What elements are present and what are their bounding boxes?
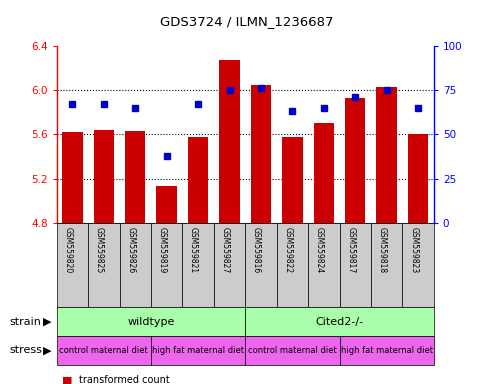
Bar xyxy=(57,307,245,336)
Bar xyxy=(408,134,428,223)
Bar xyxy=(251,85,271,223)
Text: high fat maternal diet: high fat maternal diet xyxy=(152,346,244,355)
Bar xyxy=(340,336,434,365)
Text: GSM559816: GSM559816 xyxy=(252,227,261,273)
Bar xyxy=(219,60,240,223)
Text: Cited2-/-: Cited2-/- xyxy=(316,316,364,327)
Bar xyxy=(277,223,308,307)
Bar xyxy=(371,223,402,307)
Bar xyxy=(245,223,277,307)
Bar xyxy=(188,137,209,223)
Bar xyxy=(57,336,151,365)
Text: ■: ■ xyxy=(62,375,72,384)
Bar xyxy=(119,223,151,307)
Text: GSM559817: GSM559817 xyxy=(346,227,355,273)
Text: high fat maternal diet: high fat maternal diet xyxy=(341,346,433,355)
Text: control maternal diet: control maternal diet xyxy=(248,346,337,355)
Bar xyxy=(308,223,340,307)
Text: GSM559822: GSM559822 xyxy=(283,227,292,273)
Bar xyxy=(151,336,245,365)
Text: GSM559825: GSM559825 xyxy=(95,227,104,273)
Bar xyxy=(57,223,88,307)
Bar xyxy=(314,123,334,223)
Bar xyxy=(151,223,182,307)
Bar xyxy=(345,98,365,223)
Text: strain: strain xyxy=(10,316,42,327)
Text: GSM559824: GSM559824 xyxy=(315,227,324,273)
Bar xyxy=(245,336,340,365)
Text: GSM559820: GSM559820 xyxy=(64,227,72,273)
Text: stress: stress xyxy=(10,345,43,356)
Bar xyxy=(156,186,177,223)
Text: ▶: ▶ xyxy=(43,345,52,356)
Text: ▶: ▶ xyxy=(43,316,52,327)
Text: GSM559819: GSM559819 xyxy=(158,227,167,273)
Bar xyxy=(182,223,214,307)
Text: GSM559818: GSM559818 xyxy=(378,227,387,273)
Bar xyxy=(125,131,145,223)
Text: GDS3724 / ILMN_1236687: GDS3724 / ILMN_1236687 xyxy=(160,15,333,28)
Bar xyxy=(377,87,397,223)
Text: GSM559827: GSM559827 xyxy=(220,227,230,273)
Text: transformed count: transformed count xyxy=(79,375,170,384)
Bar xyxy=(340,223,371,307)
Bar xyxy=(62,132,83,223)
Text: GSM559826: GSM559826 xyxy=(126,227,135,273)
Bar xyxy=(245,307,434,336)
Text: GSM559821: GSM559821 xyxy=(189,227,198,273)
Text: control maternal diet: control maternal diet xyxy=(60,346,148,355)
Bar xyxy=(94,130,114,223)
Text: GSM559823: GSM559823 xyxy=(409,227,418,273)
Bar xyxy=(214,223,246,307)
Text: wildtype: wildtype xyxy=(127,316,175,327)
Bar xyxy=(282,137,303,223)
Bar xyxy=(402,223,434,307)
Bar xyxy=(88,223,119,307)
